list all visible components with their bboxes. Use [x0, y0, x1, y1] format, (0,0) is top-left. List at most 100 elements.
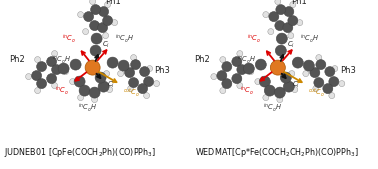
Circle shape — [263, 95, 269, 101]
Text: $^{in}C_o$: $^{in}C_o$ — [55, 85, 69, 97]
Text: Ph1: Ph1 — [291, 0, 307, 6]
Text: $^{out}C_o$: $^{out}C_o$ — [308, 87, 325, 99]
Circle shape — [275, 21, 285, 31]
Text: $^{in}C_oH$: $^{in}C_oH$ — [78, 102, 97, 114]
Circle shape — [297, 20, 303, 26]
Text: $^{in}C_oH$: $^{in}C_oH$ — [115, 32, 133, 45]
Circle shape — [290, 2, 296, 8]
Circle shape — [292, 57, 303, 68]
Text: WEDMAT[Cp*Fe(COCH$_2$CH$_2$Ph)(CO)PPh$_3$]: WEDMAT[Cp*Fe(COCH$_2$CH$_2$Ph)(CO)PPh$_3… — [195, 146, 359, 159]
Circle shape — [90, 21, 100, 31]
Circle shape — [288, 33, 294, 39]
Circle shape — [277, 97, 283, 103]
Text: $C_i$: $C_i$ — [107, 80, 115, 90]
Circle shape — [248, 69, 254, 75]
Circle shape — [220, 57, 226, 63]
Circle shape — [222, 79, 232, 89]
Circle shape — [105, 2, 111, 8]
Circle shape — [70, 79, 76, 85]
Text: $^{in}C_o$: $^{in}C_o$ — [62, 32, 76, 45]
Circle shape — [91, 5, 101, 15]
Text: JUDNEB01 [CpFe(COCH$_2$Ph)(CO)PPh$_3$]: JUDNEB01 [CpFe(COCH$_2$Ph)(CO)PPh$_3$] — [4, 146, 156, 159]
Circle shape — [91, 33, 102, 44]
Circle shape — [95, 72, 106, 83]
Circle shape — [255, 59, 266, 70]
Circle shape — [270, 60, 285, 75]
Circle shape — [255, 79, 261, 85]
Circle shape — [275, 45, 286, 56]
Circle shape — [332, 66, 338, 72]
Text: Ph2: Ph2 — [9, 55, 25, 64]
Circle shape — [310, 68, 320, 78]
Circle shape — [211, 74, 217, 80]
Circle shape — [237, 51, 243, 57]
Circle shape — [37, 62, 46, 72]
Circle shape — [323, 84, 333, 94]
Circle shape — [274, 87, 285, 98]
Circle shape — [269, 12, 279, 22]
Circle shape — [98, 23, 108, 33]
Circle shape — [52, 83, 57, 89]
Circle shape — [232, 74, 242, 84]
Circle shape — [107, 57, 118, 68]
Circle shape — [83, 29, 88, 35]
Circle shape — [144, 93, 150, 99]
Text: Ph2: Ph2 — [194, 55, 210, 64]
Circle shape — [217, 71, 227, 81]
Text: $^{in}C_o$: $^{in}C_o$ — [240, 85, 254, 97]
Circle shape — [90, 45, 101, 56]
Circle shape — [280, 72, 291, 83]
Circle shape — [46, 74, 57, 84]
Text: $^{in}C_oH$: $^{in}C_oH$ — [300, 32, 319, 45]
Text: $C_i$: $C_i$ — [287, 39, 295, 50]
Circle shape — [128, 86, 133, 92]
Text: Ph1: Ph1 — [105, 0, 121, 6]
Circle shape — [26, 74, 32, 80]
Circle shape — [303, 60, 314, 71]
Circle shape — [85, 60, 100, 75]
Circle shape — [329, 77, 339, 87]
Circle shape — [243, 63, 254, 74]
Circle shape — [37, 79, 46, 89]
Circle shape — [107, 87, 113, 93]
Circle shape — [58, 63, 69, 74]
Circle shape — [276, 5, 286, 15]
Circle shape — [237, 83, 243, 89]
Circle shape — [98, 81, 109, 92]
Circle shape — [118, 71, 124, 77]
Circle shape — [289, 71, 295, 77]
Circle shape — [46, 57, 57, 67]
Circle shape — [288, 16, 298, 26]
Text: $^{in}C_oH$: $^{in}C_oH$ — [263, 102, 282, 114]
Circle shape — [268, 29, 274, 35]
Text: $C_i$: $C_i$ — [292, 80, 300, 90]
Circle shape — [84, 12, 94, 22]
Text: $^{in}C_oH$: $^{in}C_oH$ — [237, 53, 256, 66]
Circle shape — [79, 85, 90, 96]
Circle shape — [35, 88, 40, 94]
Text: $C_i$: $C_i$ — [102, 39, 110, 50]
Text: Ph3: Ph3 — [155, 66, 170, 75]
Circle shape — [52, 51, 57, 57]
Circle shape — [138, 84, 148, 94]
Circle shape — [129, 78, 139, 88]
Circle shape — [63, 69, 69, 75]
Circle shape — [263, 12, 269, 18]
Circle shape — [153, 81, 160, 87]
Circle shape — [147, 66, 153, 72]
Circle shape — [283, 23, 293, 33]
Circle shape — [104, 71, 110, 77]
Circle shape — [264, 85, 275, 96]
Circle shape — [125, 68, 135, 78]
Circle shape — [131, 55, 136, 61]
Text: $^{out}C_o$: $^{out}C_o$ — [122, 87, 140, 99]
Circle shape — [284, 81, 294, 92]
Circle shape — [316, 55, 322, 61]
Circle shape — [314, 78, 324, 88]
Circle shape — [316, 60, 326, 70]
Circle shape — [35, 57, 40, 63]
Circle shape — [237, 65, 247, 75]
Text: $^{in}C_oH$: $^{in}C_oH$ — [52, 53, 71, 66]
Circle shape — [275, 0, 281, 5]
Circle shape — [303, 71, 309, 77]
